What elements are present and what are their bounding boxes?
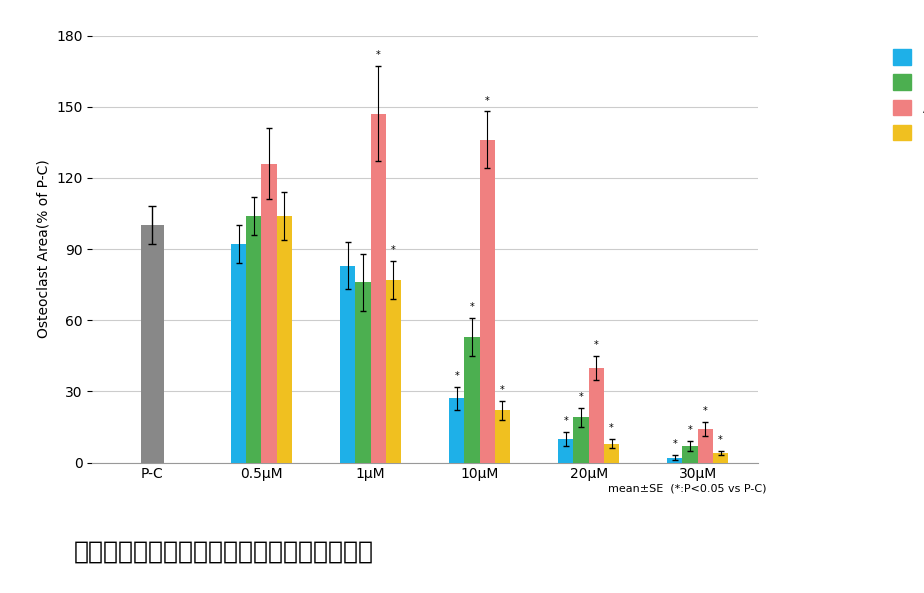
Bar — [604, 444, 619, 463]
Text: *: * — [578, 392, 583, 402]
Text: *: * — [687, 425, 692, 435]
Bar — [558, 439, 574, 463]
Text: *: * — [594, 340, 599, 350]
Text: *: * — [609, 423, 614, 433]
Bar — [589, 368, 604, 463]
Text: *: * — [376, 50, 381, 60]
Text: *: * — [673, 439, 677, 449]
Text: *: * — [391, 245, 395, 255]
Text: *: * — [455, 371, 459, 381]
Bar — [340, 266, 355, 463]
Bar — [355, 282, 371, 463]
Text: *: * — [485, 95, 490, 106]
Bar — [683, 446, 698, 463]
Bar — [261, 164, 276, 463]
Bar — [713, 453, 728, 463]
Bar — [464, 337, 480, 463]
Bar — [276, 216, 292, 463]
Bar — [386, 280, 401, 463]
Text: *: * — [469, 302, 474, 312]
Text: *: * — [718, 435, 723, 445]
Bar — [667, 458, 683, 463]
Bar — [231, 244, 246, 463]
Bar — [141, 225, 164, 463]
Text: 図　各種脂肪酸の破骨細聖分化に及ぼす影響: 図 各種脂肪酸の破骨細聖分化に及ぼす影響 — [74, 540, 374, 563]
Text: *: * — [564, 416, 568, 426]
Text: *: * — [500, 385, 505, 395]
Text: mean±SE  (*:P<0.05 vs P-C): mean±SE (*:P<0.05 vs P-C) — [608, 483, 767, 493]
Bar — [698, 429, 713, 463]
Bar — [246, 216, 261, 463]
Text: *: * — [703, 406, 708, 416]
Legend: DHA, EPA, AA, DPA: DHA, EPA, AA, DPA — [886, 43, 924, 147]
Bar — [574, 417, 589, 463]
Bar — [480, 140, 495, 463]
Bar — [371, 114, 386, 463]
Bar — [449, 398, 464, 463]
Y-axis label: Osteoclast Area(% of P-C): Osteoclast Area(% of P-C) — [37, 160, 51, 339]
Bar — [495, 410, 510, 463]
